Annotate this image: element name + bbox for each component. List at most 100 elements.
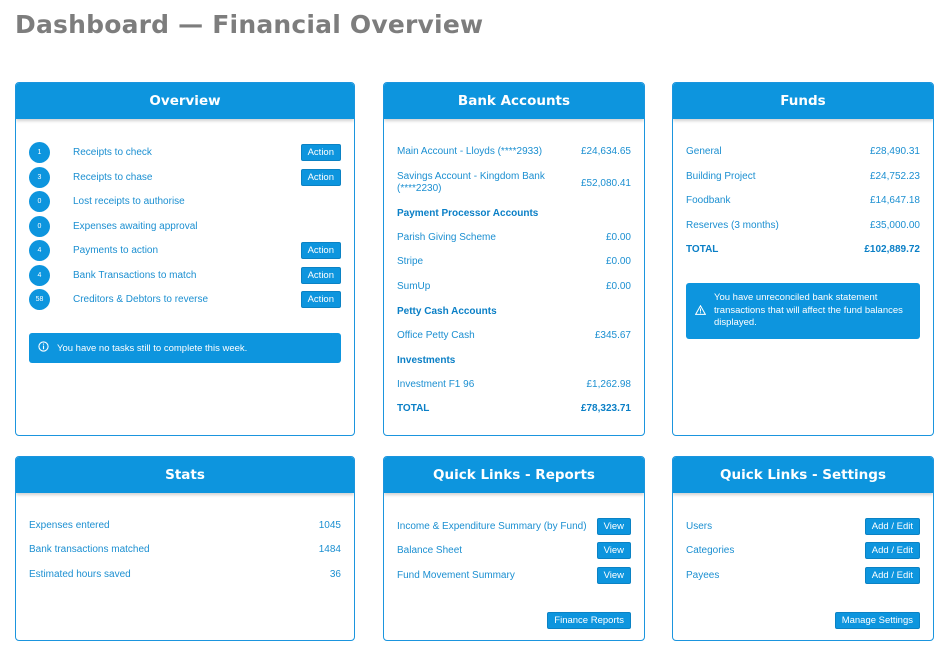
account-label[interactable]: SumUp [397, 281, 431, 292]
account-row: Savings Account - Kingdom Bank (****2230… [397, 171, 631, 195]
fund-label[interactable]: Building Project [686, 171, 756, 182]
stat-row: Estimated hours saved 36 [29, 569, 341, 580]
creditors-debtors-action-button[interactable]: Action [300, 291, 341, 308]
stat-label: Expenses entered [29, 520, 110, 531]
fund-row: Reserves (3 months) £35,000.00 [686, 220, 920, 231]
settings-card-title: Quick Links - Settings [673, 457, 933, 493]
count-badge: 4 [29, 265, 50, 286]
stat-value: 1045 [318, 520, 341, 531]
payments-action-button[interactable]: Action [300, 242, 341, 259]
account-balance: £0.00 [605, 232, 631, 243]
account-balance: £52,080.41 [580, 177, 631, 189]
stat-value: 36 [329, 569, 341, 580]
overview-item: 1 Receipts to check Action [29, 142, 341, 163]
funds-list: General £28,490.31 Building Project £24,… [673, 119, 933, 435]
count-badge: 1 [29, 142, 50, 163]
overview-item-label[interactable]: Payments to action [73, 245, 159, 256]
account-label[interactable]: Office Petty Cash [397, 330, 475, 341]
fund-row: Building Project £24,752.23 [686, 171, 920, 182]
count-badge: 0 [29, 216, 50, 237]
funds-total-value: £102,889.72 [864, 244, 920, 255]
overview-item-label[interactable]: Receipts to chase [73, 172, 153, 183]
funds-card-title: Funds [673, 83, 933, 119]
overview-item: 0 Lost receipts to authorise [29, 191, 341, 212]
overview-card-title: Overview [16, 83, 354, 119]
settings-card: Quick Links - Settings Users Add / Edit … [672, 456, 934, 641]
reports-list: Income & Expenditure Summary (by Fund) V… [384, 493, 644, 640]
page-title: Dashboard — Financial Overview [15, 10, 484, 39]
account-balance: £345.67 [594, 330, 631, 341]
overview-item-label[interactable]: Bank Transactions to match [73, 270, 197, 281]
receipts-chase-action-button[interactable]: Action [300, 169, 341, 186]
tasks-notice: You have no tasks still to complete this… [29, 333, 341, 363]
settings-link-row: Users Add / Edit [686, 518, 920, 535]
fund-row: Foodbank £14,647.18 [686, 195, 920, 206]
account-label[interactable]: Savings Account - Kingdom Bank (****2230… [397, 171, 545, 194]
count-badge: 3 [29, 167, 50, 188]
bank-accounts-card-title: Bank Accounts [384, 83, 644, 119]
fund-balance: £28,490.31 [869, 146, 920, 157]
report-link-row: Balance Sheet View [397, 542, 631, 559]
fund-label[interactable]: Reserves (3 months) [686, 220, 779, 231]
account-row: Office Petty Cash £345.67 [397, 330, 631, 341]
settings-label: Payees [686, 570, 720, 581]
warning-triangle-icon [686, 304, 714, 318]
fund-row: General £28,490.31 [686, 146, 920, 157]
report-label: Balance Sheet [397, 545, 463, 556]
fund-balance: £24,752.23 [869, 171, 920, 182]
overview-item-label[interactable]: Receipts to check [73, 147, 152, 158]
users-add-edit-button[interactable]: Add / Edit [864, 518, 920, 535]
overview-item: 3 Receipts to chase Action [29, 167, 341, 188]
overview-item-label[interactable]: Creditors & Debtors to reverse [73, 294, 209, 305]
funds-total-label: TOTAL [686, 244, 719, 255]
balance-sheet-view-button[interactable]: View [596, 542, 631, 559]
bank-transactions-action-button[interactable]: Action [300, 267, 341, 284]
stats-list: Expenses entered 1045 Bank transactions … [16, 493, 354, 640]
receipts-check-action-button[interactable]: Action [300, 144, 341, 161]
unreconciled-warning: You have unreconciled bank statement tra… [686, 283, 920, 339]
funds-card: Funds General £28,490.31 Building Projec… [672, 82, 934, 436]
bank-total-value: £78,323.71 [580, 403, 631, 414]
account-label[interactable]: Stripe [397, 256, 424, 267]
stat-label: Estimated hours saved [29, 569, 131, 580]
overview-item: 4 Bank Transactions to match Action [29, 265, 341, 286]
account-balance: £24,634.65 [580, 146, 631, 157]
settings-link-row: Payees Add / Edit [686, 567, 920, 584]
investments-heading: Investments [397, 355, 456, 366]
stat-row: Expenses entered 1045 [29, 520, 341, 531]
account-row: Parish Giving Scheme £0.00 [397, 232, 631, 243]
stats-card-title: Stats [16, 457, 354, 493]
payees-add-edit-button[interactable]: Add / Edit [864, 567, 920, 584]
overview-list: 1 Receipts to check Action 3 Receipts to… [16, 119, 354, 435]
fund-label[interactable]: Foodbank [686, 195, 731, 206]
overview-item-label[interactable]: Expenses awaiting approval [73, 221, 198, 232]
account-row: Investment F1 96 £1,262.98 [397, 379, 631, 390]
fund-label[interactable]: General [686, 146, 722, 157]
fund-balance: £35,000.00 [869, 220, 920, 231]
manage-settings-button[interactable]: Manage Settings [834, 612, 920, 629]
stat-label: Bank transactions matched [29, 544, 150, 555]
overview-card: Overview 1 Receipts to check Action 3 Re… [15, 82, 355, 436]
payment-processor-heading: Payment Processor Accounts [397, 208, 539, 219]
categories-add-edit-button[interactable]: Add / Edit [864, 542, 920, 559]
count-badge: 4 [29, 240, 50, 261]
count-badge: 58 [29, 289, 50, 310]
account-label[interactable]: Main Account - Lloyds (****2933) [397, 146, 543, 157]
petty-cash-heading: Petty Cash Accounts [397, 306, 497, 317]
bank-accounts-card: Bank Accounts Main Account - Lloyds (***… [383, 82, 645, 436]
bank-total-label: TOTAL [397, 403, 430, 414]
settings-label: Categories [686, 545, 735, 556]
overview-item-label[interactable]: Lost receipts to authorise [73, 196, 185, 207]
overview-item: 4 Payments to action Action [29, 240, 341, 261]
account-row: Main Account - Lloyds (****2933) £24,634… [397, 146, 631, 157]
stat-value: 1484 [318, 544, 341, 555]
finance-reports-button[interactable]: Finance Reports [547, 612, 631, 629]
settings-link-row: Categories Add / Edit [686, 542, 920, 559]
account-label[interactable]: Parish Giving Scheme [397, 232, 496, 243]
fund-movement-view-button[interactable]: View [596, 567, 631, 584]
account-label[interactable]: Investment F1 96 [397, 379, 475, 390]
settings-label: Users [686, 521, 713, 532]
account-balance: £0.00 [605, 256, 631, 267]
income-expenditure-view-button[interactable]: View [596, 518, 631, 535]
bank-accounts-list: Main Account - Lloyds (****2933) £24,634… [384, 119, 644, 435]
